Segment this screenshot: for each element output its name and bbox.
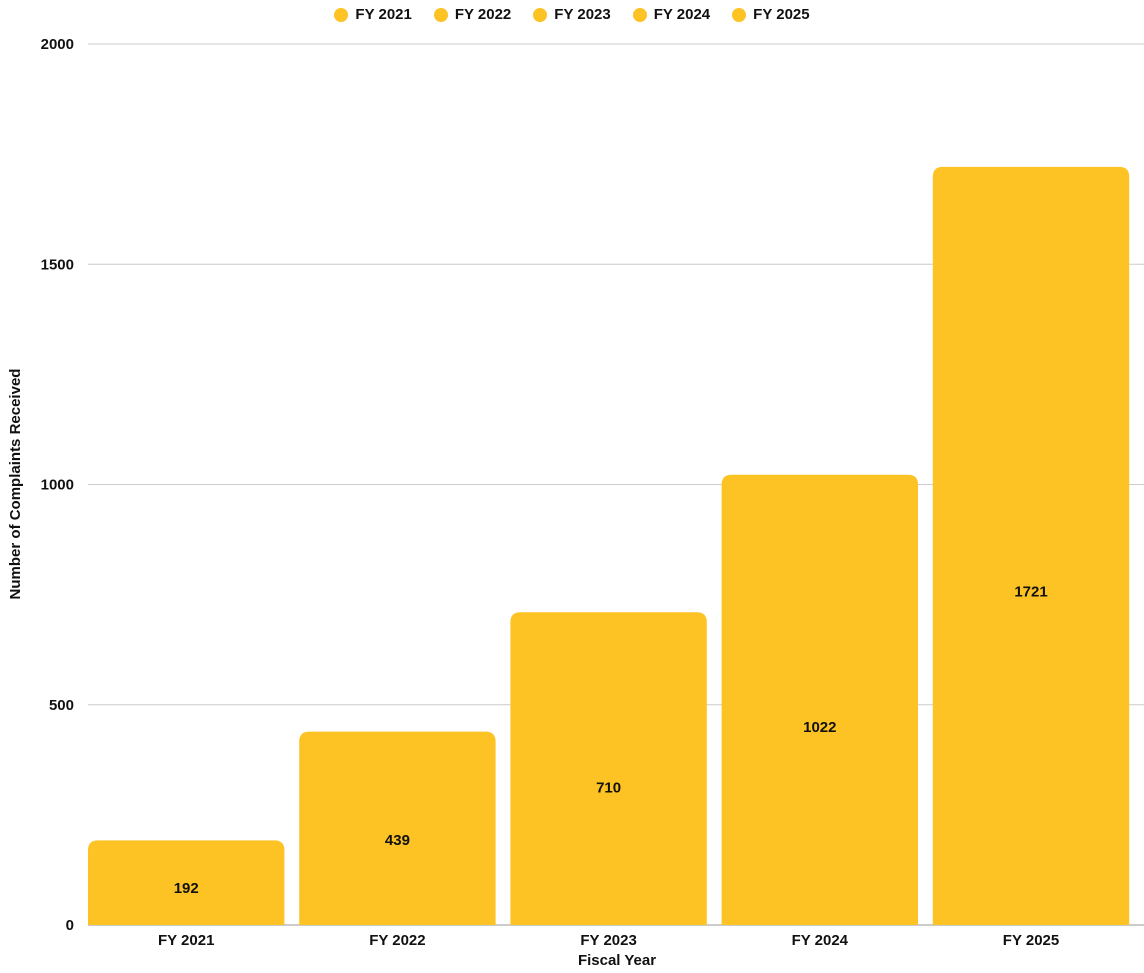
legend-label: FY 2022	[454, 6, 512, 23]
legend-label: FY 2024	[653, 6, 711, 23]
y-tick-label: 0	[66, 917, 74, 934]
legend-item: FY 2024	[632, 6, 711, 23]
bar-fy-2024	[721, 474, 919, 925]
x-axis-label: Fiscal Year	[578, 952, 656, 969]
legend-swatch	[732, 7, 747, 22]
y-tick-label: 500	[49, 697, 74, 714]
y-axis-ticks: 0 500 1000 1500 2000	[41, 36, 74, 934]
legend-label: FY 2023	[554, 6, 611, 23]
y-axis-label: Number of Complaints Received	[7, 369, 24, 600]
bar-fy-2023	[510, 612, 707, 925]
y-tick-label: 1000	[41, 477, 74, 494]
bar-fy-2025	[932, 166, 1130, 925]
x-tick-label: FY 2021	[158, 932, 214, 949]
legend-swatch	[533, 7, 548, 22]
bar-fy-2021	[88, 840, 285, 925]
legend-label: FY 2025	[753, 6, 810, 23]
bar-data-label: 1721	[1014, 583, 1047, 600]
legend-item: FY 2022	[433, 6, 512, 23]
legend-label: FY 2021	[355, 6, 412, 23]
legend-swatch	[433, 7, 448, 22]
bar-data-label: 1022	[803, 719, 836, 736]
x-tick-label: FY 2024	[792, 932, 849, 949]
bar-data-label: 439	[385, 832, 410, 849]
x-tick-label: FY 2025	[1003, 932, 1059, 949]
x-tick-label: FY 2022	[369, 932, 425, 949]
chart-legend: FY 2021 FY 2022 FY 2023 FY 2024 FY 2025	[0, 6, 1144, 23]
legend-swatch	[334, 7, 349, 22]
x-tick-label: FY 2023	[580, 932, 636, 949]
bar-data-label: 710	[596, 779, 621, 796]
bar-fy-2022	[299, 731, 496, 925]
legend-item: FY 2021	[334, 6, 412, 23]
bar-data-label: 192	[174, 880, 199, 897]
legend-swatch	[632, 7, 647, 22]
x-axis-ticks: FY 2021 FY 2022 FY 2023 FY 2024 FY 2025	[158, 932, 1059, 949]
y-tick-label: 1500	[41, 256, 74, 273]
legend-item: FY 2023	[533, 6, 611, 23]
legend-item: FY 2025	[732, 6, 810, 23]
bars: 192 439 710 1022 1721	[88, 166, 1130, 925]
y-tick-label: 2000	[41, 36, 74, 53]
